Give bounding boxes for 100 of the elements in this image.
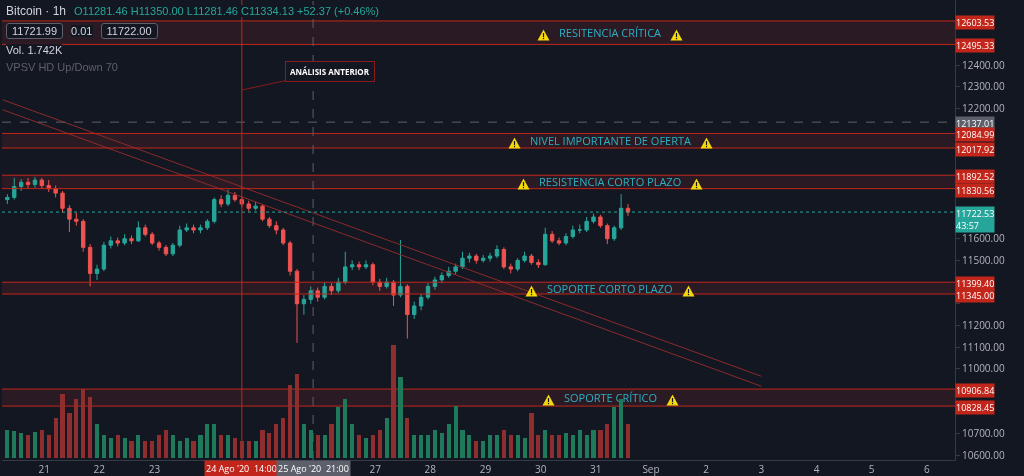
candlestick [198,224,203,234]
ref-line-label: 12603.53 [956,16,995,29]
bar [19,433,24,458]
bar [591,429,596,458]
bar [439,433,444,458]
bar [177,441,182,458]
annotation: O11281.46 H11350.00 L11281.46 C11334.13 +52.37 (+0.46%) [74,5,380,17]
bar [239,441,244,458]
candlestick [143,224,148,238]
bar [543,429,548,458]
y-tick-label: 12400.00 [962,57,1005,72]
candlestick [60,190,65,214]
y-tick-label: 10700.00 [962,426,1005,441]
candlestick [136,220,141,243]
bar [377,429,382,458]
bar [356,435,362,458]
bar [94,424,100,458]
bar [419,435,424,458]
candlestick [274,220,279,235]
candlestick [605,222,610,245]
candlestick [294,268,300,344]
candlestick [467,252,472,264]
bar [60,393,65,458]
x-tick-label: 6 [923,462,930,476]
candlestick [508,263,513,274]
candlestick [18,178,24,192]
bar [391,345,396,458]
ref-line-label: 24 Ago '20 14:00 [206,462,277,475]
candlestick [101,241,107,272]
candlestick [246,200,251,213]
candlestick [108,236,113,249]
bar [219,435,224,458]
candlestick [94,264,100,281]
bar [605,424,610,458]
y-tick-label: 10600.00 [962,448,1005,463]
bar [570,435,575,458]
bar [108,437,113,458]
bar [246,441,251,458]
candlestick [232,191,238,203]
candlestick [453,263,458,275]
bar [129,441,134,458]
ref-line-label: 11830.56 [956,184,995,197]
x-tick-label: 28 [424,462,437,476]
band-label: SOPORTE CRÍTICO [564,390,657,405]
band-label: RESISTENCIA CORTO PLAZO [539,174,682,189]
bar [184,437,189,458]
candlestick [149,231,155,246]
bar [301,424,306,458]
candlestick [205,218,210,231]
candlestick [177,225,182,248]
x-tick-label: 23 [148,462,161,476]
candlestick [329,282,334,296]
candlestick [32,176,38,189]
band-label: SOPORTE CORTO PLAZO [547,281,673,296]
bar [322,435,327,458]
bar [425,435,431,458]
bar [143,441,148,458]
bar [232,437,237,458]
candlestick [301,294,307,316]
candlestick [163,244,169,257]
ref-line-label: 11399.40 [956,277,995,290]
bar [481,441,486,458]
y-tick-label: 11200.00 [962,317,1005,332]
bar [563,433,569,458]
annotation: VPSV HD Up/Down 70 [6,61,118,73]
candlestick [363,259,369,270]
candlestick [53,185,58,198]
bar [74,399,79,458]
bar [170,435,175,458]
annotation: 0.01 [71,25,93,37]
bar [5,429,10,458]
bar [584,435,589,458]
bar [136,435,141,458]
bar [350,424,355,458]
bar [329,424,334,458]
band-label: RESITENCIA CRÍTICA [559,25,662,40]
candlestick [343,251,348,285]
x-tick-label: 2 [703,462,710,476]
candlestick [501,246,507,270]
y-tick-label: 11100.00 [962,339,1005,354]
candlestick [570,225,576,240]
bar [88,396,93,458]
candlestick [25,177,31,190]
x-tick-label: 31 [590,462,602,476]
bar [536,435,541,458]
candlestick [191,224,196,234]
candlestick [405,283,410,339]
x-tick-label: 4 [813,462,820,476]
candlestick [460,251,465,270]
candlestick [418,293,424,311]
bar [494,435,500,458]
candlestick [556,237,562,246]
bar [460,429,465,458]
bar [288,384,293,458]
candlestick [218,194,224,208]
bar [432,429,437,458]
candlestick [563,232,569,246]
x-tick-label: 22 [93,462,106,476]
bar [612,407,617,458]
candlestick [474,253,479,265]
